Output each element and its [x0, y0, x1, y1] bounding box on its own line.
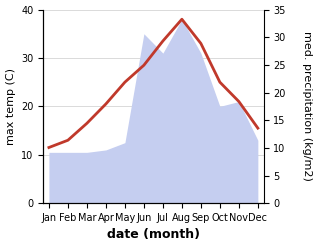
X-axis label: date (month): date (month) — [107, 228, 200, 242]
Y-axis label: med. precipitation (kg/m2): med. precipitation (kg/m2) — [302, 31, 313, 181]
Y-axis label: max temp (C): max temp (C) — [5, 68, 16, 145]
